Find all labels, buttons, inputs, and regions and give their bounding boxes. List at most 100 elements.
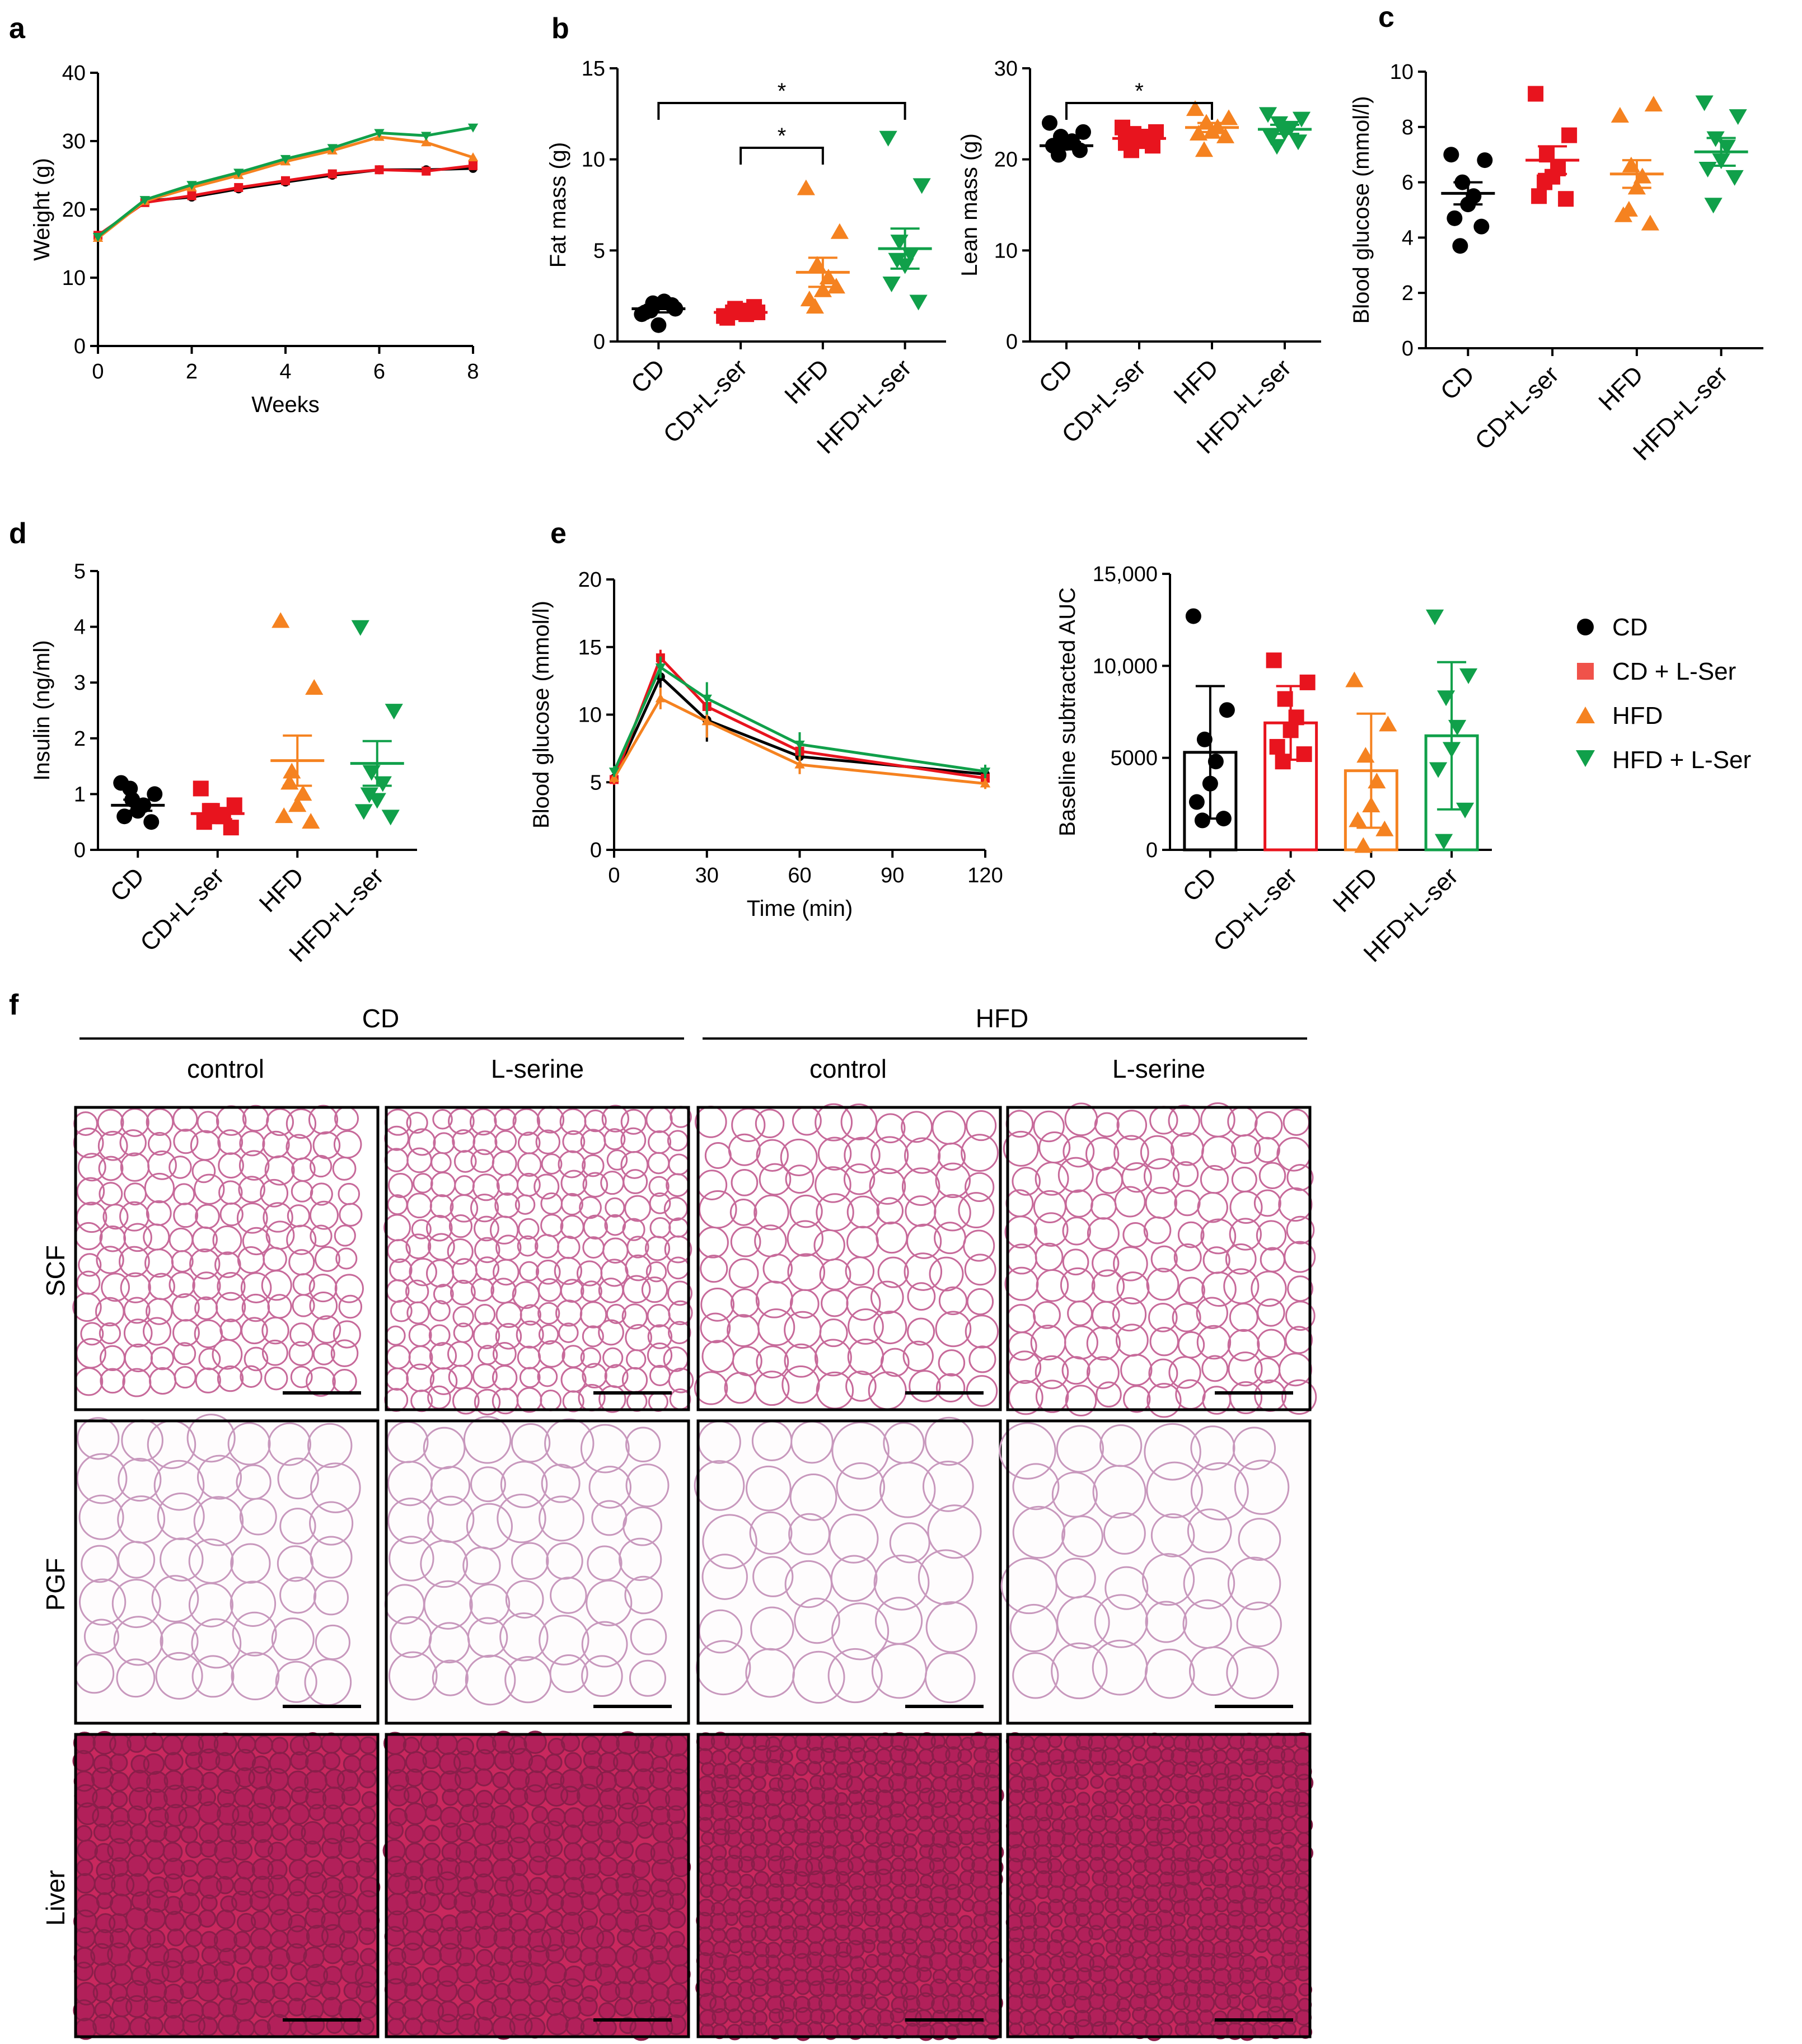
c-ytick-label-0: 0 <box>1402 337 1413 361</box>
e2-category-label-0: CD <box>1177 862 1222 907</box>
e2-point-hfd-0 <box>1345 671 1364 687</box>
c-category-label-1: CD+L-ser <box>1470 361 1565 455</box>
e1-ytick-label-3: 15 <box>578 636 602 659</box>
panel-label-c: c <box>1378 1 1394 34</box>
c-point-cd-l-ser-5 <box>1531 188 1547 204</box>
b1-point-hfd-l-ser-5 <box>882 276 901 292</box>
a-xtick-label-3: 6 <box>373 360 385 383</box>
c-category-label-2: HFD <box>1593 361 1649 416</box>
group-header-cd: CD <box>362 1004 399 1033</box>
e2-point-cd-l-ser-6 <box>1296 746 1312 763</box>
histology-cells-1-0 <box>74 1414 361 1706</box>
b1-sig-label-1: * <box>778 124 787 148</box>
panel-label-a: a <box>9 12 26 45</box>
d-point-hfd-l-ser-5 <box>354 804 373 820</box>
c-point-hfd-1 <box>1644 96 1663 112</box>
b2-point-hfd-7 <box>1195 141 1214 157</box>
b1-ytick-label-2: 10 <box>582 148 605 172</box>
c-point-cd-1 <box>1477 152 1493 169</box>
c-ytick-label-2: 4 <box>1402 226 1413 250</box>
b1-point-hfd-l-ser-1 <box>912 178 931 194</box>
chart-a: a 0 10 20 30 40 Weight (g) 0 2 4 6 8 Weeks <box>9 12 479 417</box>
b1-point-hfd-l-ser-6 <box>909 294 928 311</box>
panel-label-e1: e <box>550 517 567 550</box>
a-point-cd-l-ser-6 <box>375 165 384 175</box>
b1-ytick-label-1: 5 <box>593 239 605 263</box>
d-ylabel: Insulin (ng/ml) <box>30 640 54 780</box>
e1-point-hfd-l-ser-3 <box>794 740 805 750</box>
a-xtick-label-1: 2 <box>186 360 198 383</box>
column-header-hfd-lserine: L-serine <box>1112 1054 1205 1083</box>
histology-border-1-0 <box>74 1419 380 1725</box>
a-ytick-label-1: 10 <box>62 266 86 290</box>
b2-category-label-0: CD <box>1033 354 1078 399</box>
b1-ytick-label-0: 0 <box>593 330 605 354</box>
histology-panel: f CD HFD control L-serine control L-seri… <box>9 989 1317 2042</box>
e2-category-label-1: CD+L-ser <box>1208 862 1303 957</box>
a-point-hfd-l-ser-6 <box>374 129 385 138</box>
histology-tile-1-3 <box>999 1419 1312 1725</box>
a-series-line-hfd <box>97 135 474 240</box>
histology-tile-0-2 <box>694 1103 1002 1411</box>
d-ytick-label-2: 2 <box>74 727 86 751</box>
histology-tile-1-0 <box>74 1414 380 1725</box>
d-point-cd-7 <box>122 780 138 797</box>
a-point-hfd-l-ser-3 <box>233 169 244 178</box>
e2-point-cd-6 <box>1215 811 1232 827</box>
a-point-hfd-l-ser-7 <box>421 132 432 141</box>
e1-point-hfd-2 <box>701 716 712 726</box>
d-point-hfd-3 <box>294 785 312 801</box>
a-ylabel: Weight (g) <box>30 158 54 261</box>
e1-point-hfd-1 <box>655 693 666 703</box>
d-ytick-label-4: 4 <box>74 616 86 639</box>
b1-sig-bracket-1 <box>739 147 824 165</box>
panel-label-f: f <box>9 989 19 1021</box>
e2-point-hfd-l-ser-0 <box>1426 609 1444 625</box>
c-point-hfd-6 <box>1641 214 1659 231</box>
histology-image-0-3 <box>1008 1107 1310 1410</box>
e2-point-hfd-l-ser-2 <box>1437 690 1455 707</box>
b2-point-hfd-0 <box>1186 100 1205 116</box>
e2-point-cd-5 <box>1188 794 1205 810</box>
histology-border-0-2 <box>696 1106 1002 1411</box>
d-ytick-label-5: 5 <box>74 560 86 583</box>
histology-tile-2-1 <box>382 1730 691 2041</box>
e2-point-cd-3 <box>1207 754 1224 770</box>
b2-point-cd-1 <box>1075 124 1091 140</box>
e2-point-hfd-5 <box>1349 811 1367 827</box>
e2-point-cd-l-ser-4 <box>1283 722 1299 738</box>
d-point-cd-5 <box>116 808 133 825</box>
e2-point-cd-l-ser-7 <box>1275 754 1291 770</box>
histology-tile-0-1 <box>383 1105 694 1416</box>
d-category-label-0: CD <box>105 862 150 907</box>
e1-ytick-label-1: 5 <box>590 771 602 794</box>
d-point-cd-1 <box>147 786 163 802</box>
e2-point-hfd-7 <box>1354 837 1373 853</box>
d-ytick-label-1: 1 <box>74 783 86 806</box>
a-point-cd-l-ser-5 <box>327 169 337 179</box>
e2-point-cd-l-ser-1 <box>1299 674 1316 690</box>
e2-point-cd-l-ser-2 <box>1277 691 1293 707</box>
c-ytick-label-1: 2 <box>1402 282 1413 305</box>
a-ytick-label-2: 20 <box>62 198 86 222</box>
histology-border-1-1 <box>385 1419 690 1725</box>
a-point-hfd-l-ser-2 <box>186 181 197 190</box>
a-point-cd-l-ser-2 <box>187 191 196 200</box>
histology-tile-2-2 <box>695 1732 1004 2041</box>
e2-point-hfd-2 <box>1356 747 1375 763</box>
b1-point-cd-4 <box>650 317 667 333</box>
b2-point-hfd-1 <box>1219 109 1238 125</box>
histology-tile-0-0 <box>72 1105 380 1411</box>
e2-point-hfd-l-ser-1 <box>1459 668 1478 684</box>
histology-border-2-0 <box>74 1733 380 2038</box>
b1-point-hfd-1 <box>830 223 849 239</box>
e1-xtick-label-0: 0 <box>608 864 620 887</box>
e2-point-cd-2 <box>1196 731 1213 747</box>
b2-point-cd-7 <box>1051 147 1066 163</box>
column-header-cd-control: control <box>187 1054 264 1083</box>
e2-point-hfd-l-ser-3 <box>1448 719 1467 736</box>
a-xtick-label-2: 4 <box>279 360 291 383</box>
